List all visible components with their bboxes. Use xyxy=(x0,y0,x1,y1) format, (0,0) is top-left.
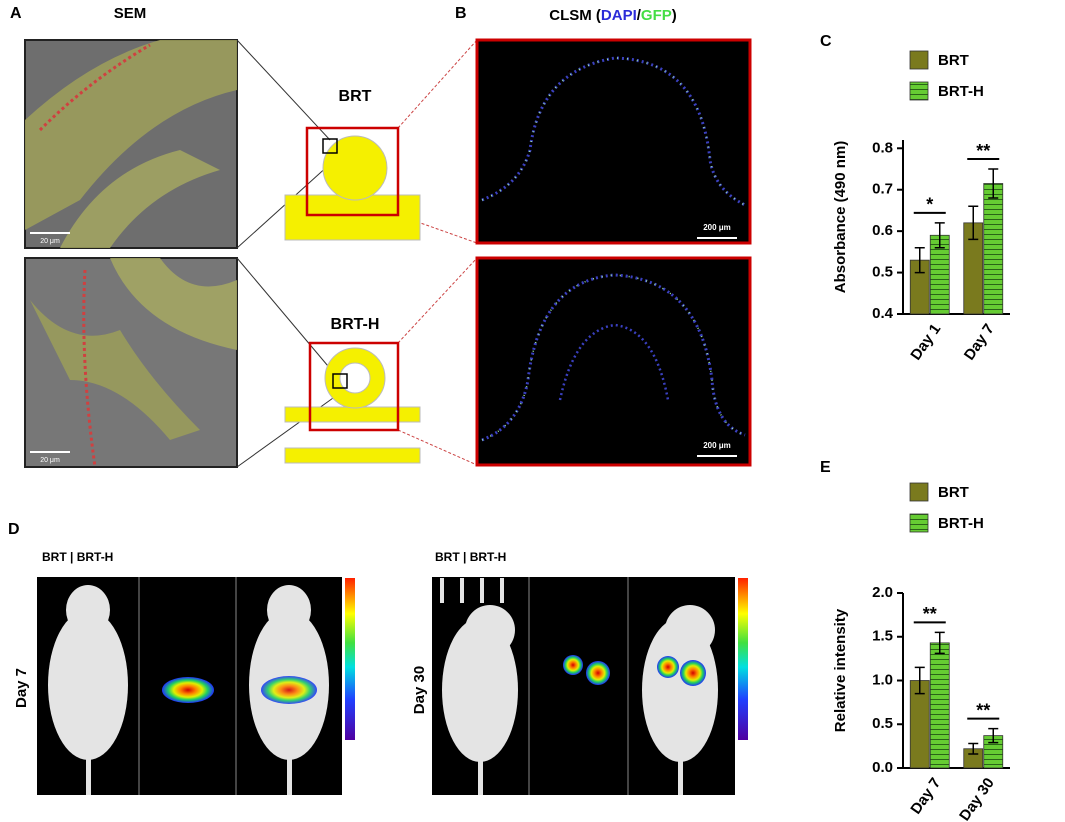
bar xyxy=(983,183,1004,315)
y-tick-label: 0.7 xyxy=(872,181,893,198)
panel-letter: E xyxy=(820,459,831,476)
legend-swatch xyxy=(909,81,929,101)
x-tick-label: Day 7 xyxy=(961,321,998,364)
day-label: Day 7 xyxy=(13,668,30,708)
legend-label: BRT xyxy=(938,52,969,69)
error-bar xyxy=(914,246,925,274)
legend-label: BRT-H xyxy=(938,83,984,100)
error-bar xyxy=(934,222,945,249)
clsm-image: 200 μm xyxy=(475,38,752,245)
x-tick-label: Day 1 xyxy=(907,321,944,364)
significance-label: ** xyxy=(923,604,937,624)
y-tick-label: 0.0 xyxy=(872,759,893,776)
significance-label: ** xyxy=(976,700,990,720)
y-tick-label: 1.0 xyxy=(872,671,893,688)
image-header: BRT | BRT-H xyxy=(42,550,113,564)
image-header: BRT | BRT-H xyxy=(435,550,506,564)
x-tick-label: Day 7 xyxy=(907,775,944,818)
scale-label: 20 μm xyxy=(40,238,60,245)
brt-schematic xyxy=(284,126,421,241)
legend-label: BRT xyxy=(938,484,969,501)
clsm-image: 200 μm xyxy=(475,256,752,467)
legend-label: BRT-H xyxy=(938,515,984,532)
sem-image: 20 μm xyxy=(24,39,238,249)
legend-swatch xyxy=(909,482,929,502)
y-tick-label: 0.8 xyxy=(872,139,893,156)
structure-label: BRT-H xyxy=(331,316,380,333)
error-bar xyxy=(968,742,979,755)
error-bar xyxy=(988,727,999,744)
error-bar xyxy=(934,631,945,655)
title-part: ) xyxy=(672,7,677,24)
y-tick-label: 0.5 xyxy=(872,715,893,732)
panel-letter: D xyxy=(8,521,20,538)
significance-label: ** xyxy=(976,141,990,161)
scale-label: 200 μm xyxy=(703,441,731,450)
significance-label: * xyxy=(926,195,933,215)
panel-letter: C xyxy=(820,33,832,50)
title-part: GFP xyxy=(641,7,672,24)
error-bar xyxy=(968,205,979,241)
title-part: DAPI xyxy=(601,7,637,24)
bar xyxy=(929,642,950,769)
panel-letter: A xyxy=(10,5,22,22)
panel-letter: B xyxy=(455,5,467,22)
structure-label: BRT xyxy=(339,88,372,105)
ivis-images xyxy=(37,577,748,795)
y-tick-label: 0.4 xyxy=(872,305,894,322)
scale-label: 200 μm xyxy=(703,223,731,232)
scale-label: 20 μm xyxy=(40,457,60,464)
panel-title: SEM xyxy=(114,5,147,22)
legend-swatch xyxy=(909,50,929,70)
error-bar xyxy=(914,666,925,695)
day-label: Day 30 xyxy=(411,666,428,714)
title-part: CLSM ( xyxy=(549,7,601,24)
y-axis-label: Relative intensity xyxy=(832,608,849,732)
title-part: / xyxy=(637,7,642,24)
panel-title: CLSM (DAPI/GFP) xyxy=(549,7,677,24)
error-bar xyxy=(988,168,999,199)
brt-h-schematic xyxy=(284,341,421,464)
y-tick-label: 0.5 xyxy=(872,264,893,281)
y-tick-label: 1.5 xyxy=(872,628,893,645)
y-axis-label: Absorbance (490 nm) xyxy=(832,141,849,294)
sem-image: 20 μm xyxy=(24,257,238,468)
legend-swatch xyxy=(909,513,929,533)
y-tick-label: 0.6 xyxy=(872,222,893,239)
x-tick-label: Day 30 xyxy=(956,775,998,822)
y-tick-label: 2.0 xyxy=(872,584,893,601)
